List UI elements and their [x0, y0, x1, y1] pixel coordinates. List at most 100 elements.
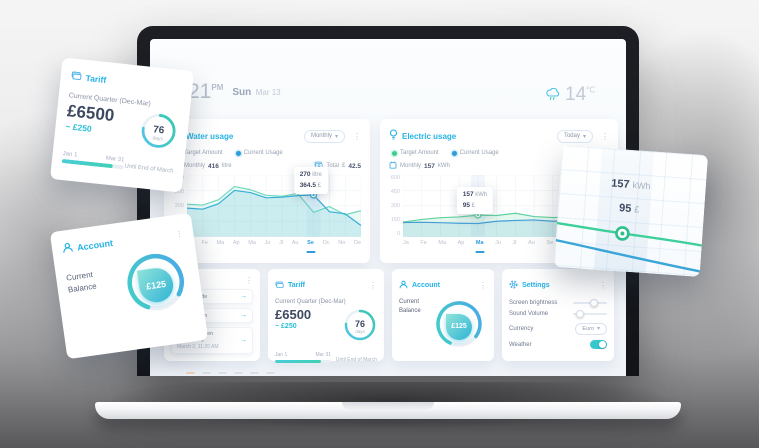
laptop-base	[95, 402, 681, 419]
x-axis-label[interactable]: Au	[528, 239, 535, 246]
x-axis-label[interactable]: Se	[546, 239, 554, 246]
tariff-footnote: Until End of March	[335, 357, 377, 363]
currency-select[interactable]: Euro	[575, 322, 607, 335]
x-axis-label[interactable]: Jl	[512, 239, 517, 246]
card-title: Tariff	[288, 281, 305, 289]
current-line	[553, 238, 705, 274]
balance-label: Current Balance	[65, 269, 98, 295]
slider-knob[interactable]	[590, 298, 599, 307]
y-axis: 600 450 300 150 0	[389, 175, 403, 249]
y-axis-tick: 200	[174, 203, 184, 209]
usage-summary: Monthly 416 litre Total £42.5	[173, 161, 361, 171]
arrow-right-icon[interactable]	[240, 293, 247, 300]
days-gauge: 76 days	[137, 110, 179, 157]
x-axis-label[interactable]: Oc	[322, 239, 330, 246]
volume-slider[interactable]	[573, 310, 607, 318]
card-title: Account	[412, 281, 440, 289]
arrow-right-icon[interactable]	[240, 312, 247, 319]
kebab-menu-icon[interactable]	[479, 281, 487, 290]
zoom-tooltip: 157 kWh 95 £	[610, 177, 651, 216]
balance-droplet: £125	[446, 313, 472, 340]
settings-card: Settings Screen brightness	[502, 269, 614, 361]
panel-title: Water usage	[186, 131, 234, 141]
x-axis-label[interactable]: Au	[291, 239, 299, 246]
panel-title: Electric usage	[402, 131, 457, 141]
clock-time: 21PM	[188, 80, 224, 103]
tariff-period: Current Quarter (Dec-Mar)	[275, 299, 346, 305]
gear-icon	[509, 276, 518, 294]
footer-specks	[186, 372, 275, 374]
usage-panels: Water usage Monthly Target Amount Curren…	[164, 119, 618, 263]
chart-plot: 270 litre 364.5 £	[187, 167, 361, 237]
radio-current[interactable]	[235, 150, 241, 156]
legend-target[interactable]: Target Amount	[392, 150, 439, 156]
range-selector[interactable]: Monthly	[303, 129, 345, 143]
kebab-menu-icon[interactable]	[353, 132, 361, 141]
arrow-right-icon[interactable]	[240, 337, 247, 344]
x-axis-label[interactable]: No	[338, 239, 346, 246]
period-progress-bar	[275, 360, 331, 363]
clock-day: Sun	[232, 87, 252, 98]
target-line	[554, 221, 706, 248]
tariff-delta: ~ £250	[275, 323, 297, 330]
floating-usage-zoom-card: 157 kWh 95 £	[553, 145, 709, 277]
message-timestamp: March 2, 11:20 AM	[177, 344, 219, 350]
y-axis-tick: 300	[390, 203, 400, 209]
x-axis-label[interactable]: Jl	[279, 239, 284, 246]
tariff-icon	[70, 67, 83, 86]
person-icon	[399, 276, 408, 294]
floating-tariff-card: Tariff Current Quarter (Dec-Mar) £6500 ~…	[49, 57, 195, 193]
calendar-icon	[389, 161, 397, 171]
x-axis-label[interactable]: Ja	[403, 239, 409, 246]
chart-legend: Target Amount Current Usage	[176, 150, 361, 156]
y-axis-tick: 450	[390, 189, 400, 195]
balance-gauge: £125	[120, 246, 193, 323]
x-axis-label[interactable]: Ju	[264, 239, 271, 246]
x-axis-label[interactable]: Ap	[232, 239, 240, 246]
kebab-menu-icon[interactable]	[175, 228, 184, 238]
dashboard-screen: ⋮ 21PM Sun Mar 13 14°C	[150, 39, 626, 376]
x-axis-label[interactable]: Ma	[476, 240, 484, 249]
tariff-amount: £6500	[66, 101, 116, 126]
days-gauge: 76 days	[343, 308, 377, 347]
kebab-menu-icon[interactable]	[601, 132, 609, 141]
radio-target[interactable]	[392, 150, 397, 156]
card-title: Settings	[522, 281, 550, 289]
chevron-down-icon	[597, 325, 600, 332]
legend-current[interactable]: Current Usage	[235, 150, 283, 156]
kebab-menu-icon[interactable]	[369, 281, 377, 290]
x-axis-label[interactable]: Fe	[201, 239, 208, 246]
x-axis-label[interactable]: Ju	[495, 239, 501, 246]
y-axis-tick: 0	[396, 231, 400, 237]
radio-current[interactable]	[451, 150, 457, 156]
x-axis-label[interactable]: Ma	[216, 239, 225, 246]
volume-label: Sound Volume	[509, 311, 549, 317]
chevron-down-icon	[335, 133, 338, 140]
card-title: Account	[76, 237, 114, 253]
kebab-menu-icon[interactable]	[599, 281, 607, 290]
x-axis-label[interactable]: Se	[307, 240, 314, 249]
x-axis-label[interactable]: Fe	[420, 239, 427, 246]
tariff-amount: £6500	[275, 307, 312, 322]
kebab-menu-icon[interactable]	[245, 276, 253, 285]
chart-legend: Target Amount Current Usage	[392, 150, 609, 156]
laptop-hinge-notch	[342, 402, 434, 410]
y-axis-tick: 300	[174, 189, 184, 195]
legend-current[interactable]: Current Usage	[451, 150, 499, 156]
range-selector[interactable]: Today	[556, 129, 593, 143]
person-icon	[61, 239, 74, 258]
tariff-icon	[275, 276, 284, 294]
x-axis-label[interactable]: De	[353, 239, 361, 246]
slider-knob[interactable]	[575, 310, 584, 318]
y-axis-tick: 150	[390, 217, 400, 223]
brightness-slider[interactable]	[573, 298, 607, 307]
x-axis: JaFeMaApMaJuJlAuSeOcNoDe	[187, 237, 361, 249]
bottom-cards: se solicitude change man Indulgence ten …	[164, 269, 614, 363]
weather-toggle[interactable]	[590, 340, 607, 349]
x-axis-label[interactable]: Ap	[457, 239, 465, 246]
balance-label: Current Balance	[399, 299, 421, 314]
x-axis-label[interactable]: Ma	[438, 239, 447, 246]
x-axis-label[interactable]: Ma	[248, 239, 256, 246]
chart-tooltip: 157 kWh 95 £	[456, 187, 494, 215]
